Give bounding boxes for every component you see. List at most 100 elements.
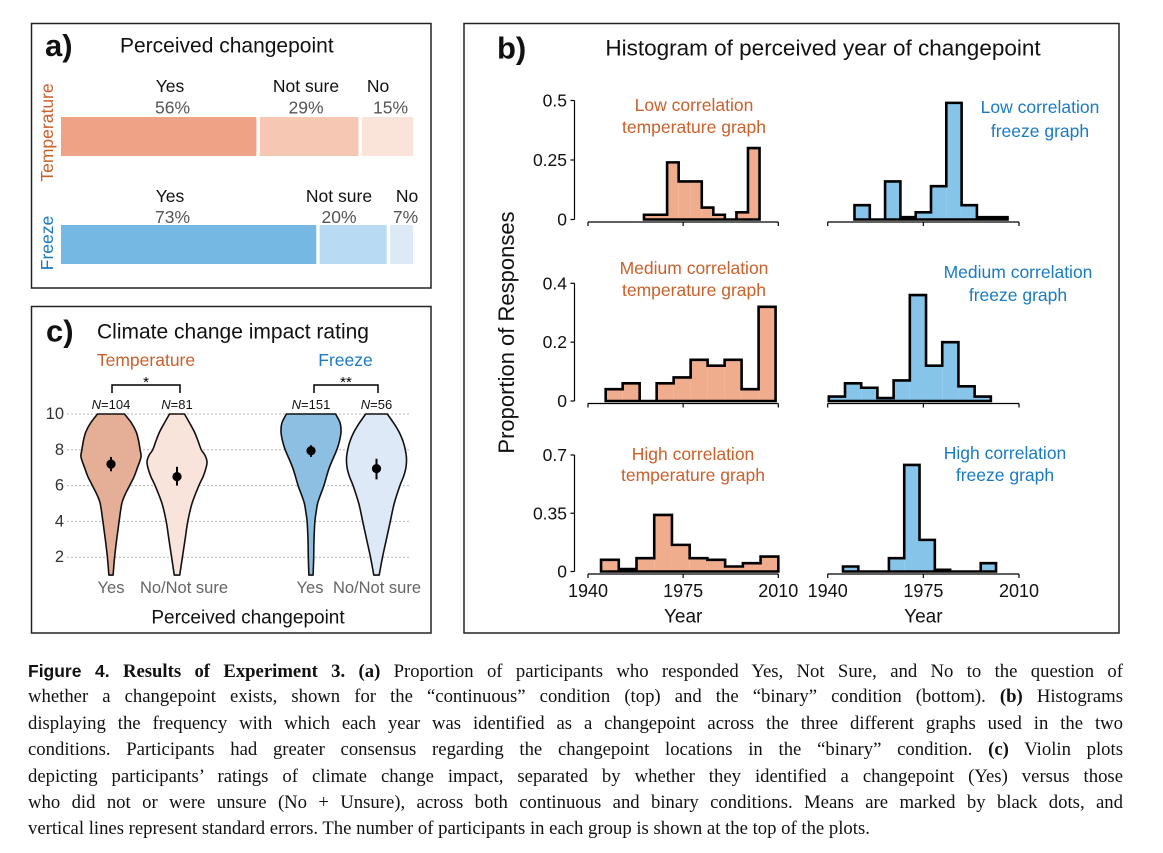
- histogram-outline: [841, 463, 998, 573]
- y-tick-label: 0.2: [543, 332, 567, 352]
- histogram-outline: [642, 146, 761, 221]
- histogram-bar: [958, 386, 975, 401]
- x-axis-label: Perceived changepoint: [151, 608, 345, 629]
- caption-text: whether a changepoint exists, shown for …: [28, 686, 986, 708]
- percent-label: 15%: [373, 98, 408, 118]
- y-tick-label: 0.4: [543, 273, 568, 293]
- histogram-bar: [974, 396, 991, 401]
- panel-a-letter: a): [45, 28, 73, 63]
- histogram-bar: [605, 389, 623, 401]
- histogram-freeze-row-0: Low correlation freeze graph: [827, 97, 1100, 226]
- segment-label: Not sure: [273, 76, 339, 96]
- histogram-bar: [707, 559, 726, 572]
- y-tick-label: 0.35: [533, 503, 567, 523]
- bar-segment: [61, 225, 317, 264]
- caption-line: vertical lines represent standard errors…: [28, 816, 1123, 842]
- subplot-title: freeze graph: [969, 285, 1067, 305]
- caption-text: Proportion of participants who responded…: [393, 661, 1123, 682]
- histogram-bar: [690, 359, 708, 401]
- caption-line: displaying the frequency with which each…: [28, 711, 1123, 737]
- percent-label: 73%: [155, 207, 190, 227]
- n-value: =104: [101, 397, 130, 412]
- x-category-label: Yes: [98, 579, 125, 597]
- histogram-bar: [736, 212, 748, 220]
- caption-line: whether a changepoint exists, shown for …: [28, 684, 1123, 710]
- n-value: =151: [301, 397, 330, 412]
- panel-b-title: Histogram of perceived year of changepoi…: [605, 36, 1041, 61]
- histogram-bar: [701, 207, 714, 220]
- y-axis-label: Proportion of Responses: [494, 211, 519, 453]
- histogram-bar: [915, 212, 932, 220]
- histogram-bar: [843, 566, 859, 572]
- histogram-bar: [724, 359, 742, 401]
- group-label: Temperature: [97, 350, 195, 370]
- histogram-bar: [671, 544, 690, 572]
- histogram-bar: [654, 514, 672, 572]
- histogram-bar: [926, 365, 943, 401]
- histogram-bar: [644, 214, 656, 220]
- significance-bracket: [111, 384, 181, 393]
- mean-dot: [371, 463, 382, 474]
- panel-c-letter: c): [46, 314, 74, 349]
- mean-dot: [306, 446, 316, 456]
- histogram-bar: [741, 389, 759, 401]
- violin: [80, 413, 142, 576]
- n-label: N=151: [292, 397, 331, 412]
- subplot-title: temperature graph: [621, 465, 765, 485]
- panel-b-frame: [463, 22, 1120, 634]
- caption-text: depicting participants’ ratings of clima…: [28, 765, 1123, 787]
- subplot-title: freeze graph: [956, 465, 1054, 485]
- histogram-bar: [844, 383, 862, 401]
- n-value: =56: [370, 397, 392, 412]
- violin: [146, 413, 208, 576]
- histogram-bar: [689, 558, 708, 572]
- n-label: N=56: [361, 397, 392, 412]
- caption-panel-ref: (a): [358, 661, 381, 682]
- significance-stars: *: [143, 374, 149, 391]
- bar-segment: [361, 117, 413, 156]
- bar-segment: [259, 117, 359, 156]
- subplot-title: Medium correlation: [620, 258, 769, 278]
- histogram-outline: [827, 293, 993, 403]
- x-tick-label: 2010: [999, 581, 1039, 601]
- histogram-bar: [690, 181, 702, 220]
- y-tick-label: 0.5: [543, 91, 567, 111]
- histogram-bar: [931, 186, 947, 220]
- x-tick-label: 1940: [808, 581, 848, 601]
- subplot-title: temperature graph: [622, 117, 766, 137]
- segment-label: Yes: [156, 186, 185, 206]
- n-label: N=104: [92, 397, 131, 412]
- histogram-outline: [599, 513, 780, 573]
- subplot-title: Low correlation: [981, 97, 1100, 117]
- histogram-bar: [742, 563, 761, 572]
- violin: [280, 413, 342, 576]
- histogram-bar: [828, 396, 845, 401]
- histogram-bar: [667, 162, 679, 220]
- histogram-temperature-row-2: 1940 1975 2010 Year 0 0.35 0.7 High correlation…: [533, 444, 798, 628]
- y-tick-label: 0: [557, 210, 567, 230]
- histogram-bar: [673, 377, 691, 401]
- caption-text: who did not or were unsure (No + Unsure)…: [28, 791, 1123, 813]
- percent-label: 56%: [155, 98, 190, 118]
- caption-text: vertical lines represent standard errors…: [28, 818, 870, 840]
- n-symbol: N: [361, 397, 371, 412]
- subplot-title: Medium correlation: [944, 262, 1093, 282]
- histogram-outline: [853, 101, 1009, 221]
- histogram-bar: [893, 380, 910, 401]
- y-tick-label: 2: [55, 548, 64, 566]
- significance-stars: **: [340, 374, 352, 391]
- bar-segment: [390, 225, 413, 264]
- histogram-bar: [601, 559, 619, 572]
- histogram-bar: [919, 539, 935, 572]
- caption-line: conditions. Participants had greater con…: [28, 737, 1123, 763]
- histogram-bar: [904, 464, 920, 572]
